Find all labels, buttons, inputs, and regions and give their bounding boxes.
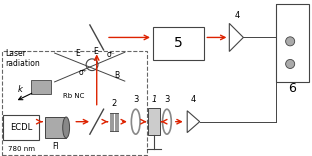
Text: σ⁻: σ⁻ (106, 50, 115, 59)
Ellipse shape (286, 37, 295, 46)
Bar (2, 51, 147, 155)
Text: 5: 5 (174, 36, 183, 50)
Bar (31, 80, 51, 94)
Text: 3: 3 (164, 95, 170, 104)
Text: E: E (76, 49, 80, 58)
Ellipse shape (286, 59, 295, 68)
Bar (276, 4, 309, 82)
Text: 2: 2 (111, 99, 116, 108)
Text: 3: 3 (133, 95, 139, 104)
Text: ECDL: ECDL (10, 123, 32, 132)
Text: k: k (18, 85, 23, 94)
Text: Laser
radiation: Laser radiation (6, 49, 40, 68)
Bar (153, 27, 204, 60)
Text: B: B (115, 71, 119, 80)
Text: E: E (93, 47, 98, 56)
Text: Rb NC: Rb NC (63, 93, 84, 99)
Bar (3, 115, 39, 140)
Text: 780 nm: 780 nm (7, 146, 35, 152)
Bar (148, 108, 160, 135)
Ellipse shape (63, 117, 70, 138)
Text: 1: 1 (151, 95, 157, 104)
Text: Fl: Fl (52, 142, 59, 151)
Text: 6: 6 (289, 82, 296, 95)
Text: σ⁺: σ⁺ (78, 68, 87, 77)
Text: 4: 4 (235, 11, 240, 20)
Bar (45, 117, 66, 138)
Text: 4: 4 (191, 95, 196, 104)
